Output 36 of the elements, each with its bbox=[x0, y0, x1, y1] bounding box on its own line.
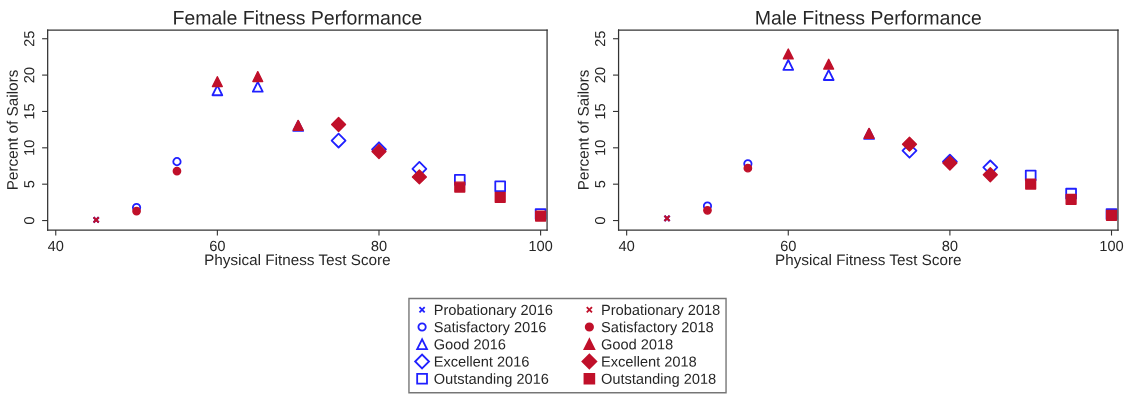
x-axis-title: Physical Fitness Test Score bbox=[776, 254, 961, 269]
x-tick-label: 60 bbox=[780, 240, 796, 252]
y-tick-label: 20 bbox=[594, 67, 606, 83]
legend-label: Probationary 2016 bbox=[434, 304, 553, 318]
y-tick-label: 15 bbox=[595, 103, 606, 119]
chart-title: Male Fitness Performance bbox=[756, 10, 981, 25]
legend-label: Outstanding 2016 bbox=[434, 373, 549, 387]
y-tick-label: 15 bbox=[24, 103, 35, 119]
legend-label: Probationary 2018 bbox=[602, 304, 720, 318]
legend-label: Excellent 2016 bbox=[434, 356, 529, 367]
y-tick-label: 20 bbox=[24, 67, 35, 83]
y-tick-label: 5 bbox=[595, 180, 606, 188]
y-tick-label: 0 bbox=[594, 217, 606, 225]
x-tick-label: 80 bbox=[371, 240, 387, 252]
x-tick-label: 40 bbox=[618, 240, 635, 252]
legend-label: Excellent 2018 bbox=[602, 356, 697, 367]
y-tick-label: 25 bbox=[24, 31, 35, 47]
legend-label: Good 2016 bbox=[434, 338, 506, 350]
y-axis-title: Percent of Sailors bbox=[6, 70, 18, 190]
legend-label: Good 2018 bbox=[601, 338, 673, 350]
y-tick-label: 10 bbox=[24, 140, 35, 155]
legend-label: Satisfactory 2018 bbox=[601, 321, 714, 336]
legend-label: Satisfactory 2016 bbox=[434, 321, 546, 336]
y-tick-label: 10 bbox=[594, 140, 606, 155]
legend-label: Outstanding 2018 bbox=[601, 373, 716, 387]
y-tick-label: 5 bbox=[24, 180, 35, 188]
x-tick-label: 40 bbox=[47, 240, 64, 252]
y-tick-label: 25 bbox=[594, 31, 606, 47]
y-axis-title: Percent of Sailors bbox=[577, 70, 589, 190]
x-tick-label: 100 bbox=[1100, 240, 1124, 252]
x-axis-title: Physical Fitness Test Score bbox=[205, 254, 390, 269]
x-tick-label: 80 bbox=[942, 240, 958, 252]
chart-title: Female Fitness Performance bbox=[174, 10, 422, 25]
x-tick-label: 100 bbox=[529, 240, 553, 252]
y-tick-label: 0 bbox=[24, 217, 35, 225]
x-tick-label: 60 bbox=[210, 240, 225, 252]
